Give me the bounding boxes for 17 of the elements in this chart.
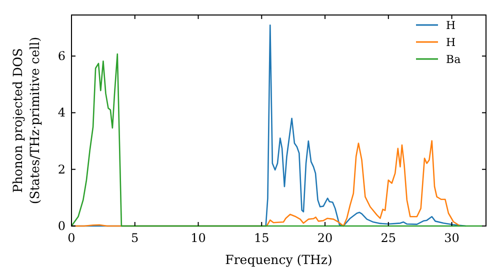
legend-label: Ba xyxy=(446,53,462,66)
x-tick-label: 5 xyxy=(131,231,139,245)
x-tick-label: 0 xyxy=(68,231,76,245)
y-tick-label: 2 xyxy=(58,162,66,176)
x-tick-label: 15 xyxy=(254,231,270,245)
y-tick-label: 4 xyxy=(58,106,66,120)
legend-label: H xyxy=(446,19,456,32)
x-tick-label: 25 xyxy=(380,231,396,245)
x-axis-title: Frequency (THz) xyxy=(225,252,332,267)
x-tick-label: 20 xyxy=(317,231,333,245)
y-tick-label: 0 xyxy=(58,219,66,233)
line-series xyxy=(70,53,483,227)
y-tick-label: 6 xyxy=(58,49,66,64)
y-axis-title: Phonon projected DOS (States/THz·primitive cell) xyxy=(10,36,42,204)
x-tick-label: 30 xyxy=(444,231,460,245)
x-tick-label: 10 xyxy=(190,231,206,245)
legend-label: H xyxy=(446,36,456,49)
